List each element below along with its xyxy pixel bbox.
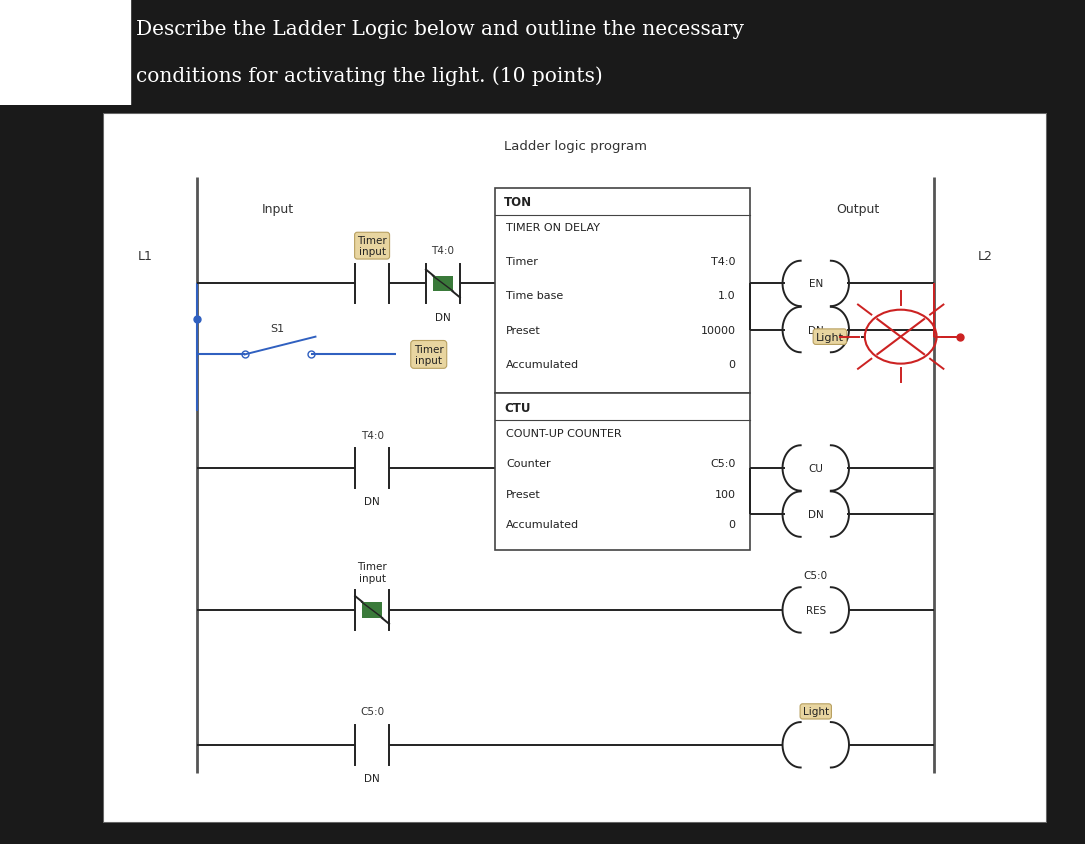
Text: Time base: Time base bbox=[506, 291, 563, 301]
Text: TON: TON bbox=[505, 196, 533, 208]
Text: Light: Light bbox=[803, 706, 829, 717]
Text: CTU: CTU bbox=[505, 401, 531, 414]
Text: EN: EN bbox=[808, 279, 822, 289]
Text: Counter: Counter bbox=[506, 458, 551, 468]
Text: T4:0: T4:0 bbox=[711, 257, 736, 267]
Text: 0: 0 bbox=[728, 519, 736, 529]
Text: Timer
input: Timer input bbox=[357, 562, 387, 583]
Bar bbox=[495, 394, 750, 550]
Text: RES: RES bbox=[806, 605, 826, 615]
Text: DN: DN bbox=[365, 773, 380, 783]
Text: 10000: 10000 bbox=[701, 325, 736, 335]
Bar bbox=[361, 603, 383, 618]
Text: Timer
input: Timer input bbox=[413, 344, 444, 365]
Text: Timer: Timer bbox=[506, 257, 538, 267]
Text: DN: DN bbox=[435, 312, 450, 322]
Text: S1: S1 bbox=[270, 324, 284, 333]
Text: DN: DN bbox=[808, 510, 824, 520]
Bar bbox=[433, 276, 454, 292]
Text: 100: 100 bbox=[715, 489, 736, 499]
Text: T4:0: T4:0 bbox=[432, 246, 455, 256]
Text: Input: Input bbox=[261, 203, 294, 216]
Text: C5:0: C5:0 bbox=[804, 571, 828, 581]
Text: Ladder logic program: Ladder logic program bbox=[503, 139, 647, 152]
Text: C5:0: C5:0 bbox=[360, 706, 384, 717]
Text: L2: L2 bbox=[979, 249, 993, 262]
Text: CU: CU bbox=[808, 463, 824, 473]
Text: Preset: Preset bbox=[506, 325, 541, 335]
Text: DN: DN bbox=[365, 497, 380, 506]
Text: Light: Light bbox=[816, 333, 844, 343]
Text: C5:0: C5:0 bbox=[711, 458, 736, 468]
Text: Describe the Ladder Logic below and outline the necessary: Describe the Ladder Logic below and outl… bbox=[136, 20, 743, 39]
Bar bbox=[0, 0, 130, 106]
Text: COUNT-UP COUNTER: COUNT-UP COUNTER bbox=[506, 428, 622, 438]
Text: TIMER ON DELAY: TIMER ON DELAY bbox=[506, 223, 600, 232]
Text: conditions for activating the light. (10 points): conditions for activating the light. (10… bbox=[136, 66, 602, 86]
Text: 0: 0 bbox=[728, 360, 736, 370]
Text: T4:0: T4:0 bbox=[360, 430, 384, 440]
Text: Accumulated: Accumulated bbox=[506, 360, 579, 370]
Text: Preset: Preset bbox=[506, 489, 541, 499]
Text: L1: L1 bbox=[138, 249, 153, 262]
Text: 1.0: 1.0 bbox=[718, 291, 736, 301]
Text: Accumulated: Accumulated bbox=[506, 519, 579, 529]
Text: Output: Output bbox=[837, 203, 880, 216]
Text: Timer
input: Timer input bbox=[357, 235, 387, 257]
Text: DN: DN bbox=[808, 325, 824, 335]
Bar bbox=[495, 188, 750, 394]
